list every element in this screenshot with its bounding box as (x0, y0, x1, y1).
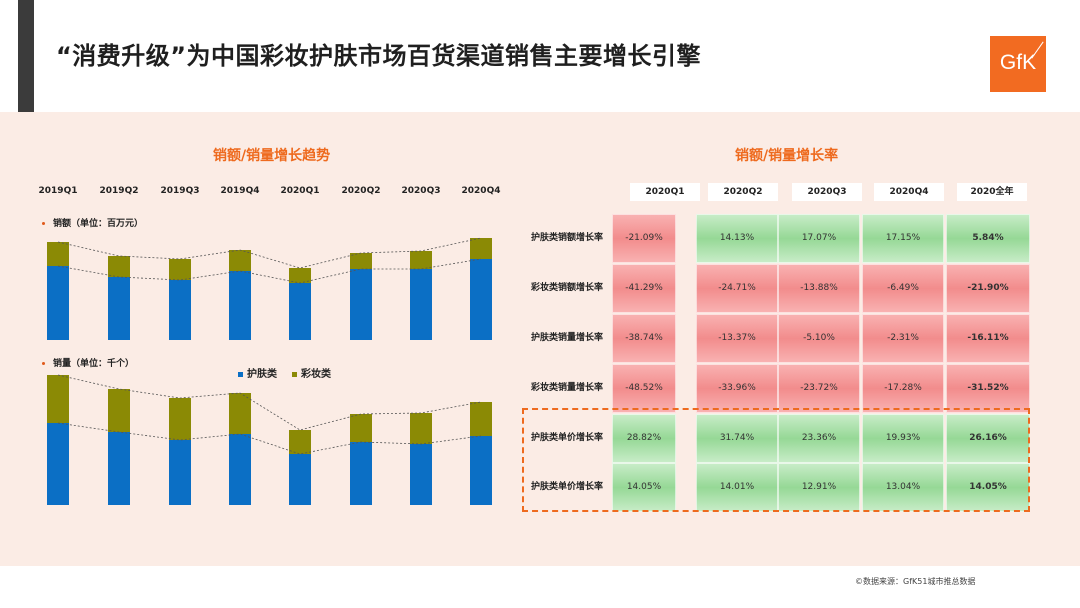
makeup-bar (47, 375, 69, 423)
total-trend-line (57, 237, 482, 269)
growth-cell: -24.71% (696, 264, 778, 313)
row-label: 护肤类单价增长率 (530, 482, 603, 492)
makeup-bar (470, 402, 492, 436)
quarter-label: 2020Q3 (401, 186, 441, 196)
growth-cell: -21.90% (946, 264, 1030, 313)
makeup-bar (350, 414, 372, 442)
makeup-bar (410, 413, 432, 444)
skincare-bar (470, 259, 492, 340)
growth-cell: -23.72% (778, 364, 860, 413)
growth-cell: -38.74% (612, 314, 676, 363)
skincare-bar (289, 283, 311, 340)
skincare-bar (47, 266, 69, 340)
quarter-label: 2020Q1 (280, 186, 320, 196)
quarter-label: 2020Q2 (341, 186, 381, 196)
row-label: 彩妆类销量增长率 (530, 383, 603, 393)
growth-cell: -21.09% (612, 214, 676, 263)
column-header: 2020Q4 (874, 183, 944, 201)
column-header: 2020Q3 (792, 183, 862, 201)
makeup-bar (229, 393, 251, 434)
data-source-note: ©数据来源：GfK51城市推总数据 (855, 577, 976, 586)
growth-cell: 14.05% (612, 463, 676, 512)
makeup-bar (350, 253, 372, 269)
growth-cell: -41.29% (612, 264, 676, 313)
skincare-bar (350, 269, 372, 340)
left-panel-title: 销额/销量增长趋势 (213, 148, 331, 164)
quarter-label: 2019Q1 (38, 186, 78, 196)
column-header: 2020全年 (957, 183, 1027, 201)
growth-cell: 13.04% (862, 463, 944, 512)
growth-cell: 28.82% (612, 414, 676, 463)
legend-skincare: 护肤类 (238, 365, 277, 380)
makeup-bar (229, 250, 251, 271)
makeup-bar (169, 259, 191, 280)
growth-cell: 5.84% (946, 214, 1030, 263)
row-label: 护肤类销量增长率 (530, 333, 603, 343)
gfk-logo: GfK (990, 36, 1046, 92)
quarter-label: 2020Q4 (461, 186, 501, 196)
row-label: 彩妆类销额增长率 (530, 283, 603, 293)
column-header: 2020Q2 (708, 183, 778, 201)
growth-cell: -16.11% (946, 314, 1030, 363)
legend-makeup: 彩妆类 (292, 365, 331, 380)
logo-text: GfK (999, 51, 1037, 74)
growth-cell: 12.91% (778, 463, 860, 512)
growth-cell: -5.10% (778, 314, 860, 363)
skincare-bar (229, 434, 251, 505)
growth-cell: 14.01% (696, 463, 778, 512)
skincare-bar (410, 444, 432, 505)
growth-cell: -31.52% (946, 364, 1030, 413)
skincare-bar (47, 423, 69, 505)
makeup-bar (169, 398, 191, 440)
skincare-bar (169, 280, 191, 340)
skincare-bar (289, 454, 311, 505)
sales-label: 销额（单位：百万元） (42, 216, 143, 229)
skincare-trend-line (57, 258, 482, 284)
row-label: 护肤类单价增长率 (530, 433, 603, 443)
skincare-bar (350, 442, 372, 505)
growth-cell: 19.93% (862, 414, 944, 463)
quarter-label: 2019Q3 (160, 186, 200, 196)
growth-cell: -2.31% (862, 314, 944, 363)
growth-cell: 14.05% (946, 463, 1030, 512)
skincare-bar (108, 277, 130, 340)
growth-cell: -6.49% (862, 264, 944, 313)
unit-price-highlight-box (522, 408, 1030, 512)
growth-cell: -13.37% (696, 314, 778, 363)
growth-cell: -17.28% (862, 364, 944, 413)
growth-cell: 26.16% (946, 414, 1030, 463)
quarter-label: 2019Q2 (99, 186, 139, 196)
page-title: “消费升级”为中国彩妆护肤市场百货渠道销售主要增长引擎 (56, 42, 702, 70)
makeup-bar (47, 242, 69, 266)
row-label: 护肤类销额增长率 (530, 233, 603, 243)
quarter-label: 2019Q4 (220, 186, 260, 196)
makeup-bar (108, 389, 130, 432)
left-accent-bar (18, 0, 34, 128)
growth-cell: 31.74% (696, 414, 778, 463)
growth-cell: -48.52% (612, 364, 676, 413)
volume-label: 销量（单位：千个） (42, 356, 134, 369)
growth-cell: 14.13% (696, 214, 778, 263)
skincare-bar (470, 436, 492, 505)
makeup-bar (289, 430, 311, 454)
skincare-bar (229, 271, 251, 340)
growth-cell: -13.88% (778, 264, 860, 313)
skincare-bar (169, 440, 191, 505)
growth-cell: 17.15% (862, 214, 944, 263)
growth-cell: 17.07% (778, 214, 860, 263)
skincare-bar (410, 269, 432, 340)
total-trend-line (57, 374, 482, 431)
column-header: 2020Q1 (630, 183, 700, 201)
makeup-bar (289, 268, 311, 283)
makeup-bar (470, 238, 492, 259)
makeup-bar (410, 251, 432, 269)
makeup-bar (108, 256, 130, 277)
growth-cell: -33.96% (696, 364, 778, 413)
growth-cell: 23.36% (778, 414, 860, 463)
right-panel-title: 销额/销量增长率 (735, 148, 839, 164)
skincare-bar (108, 432, 130, 505)
